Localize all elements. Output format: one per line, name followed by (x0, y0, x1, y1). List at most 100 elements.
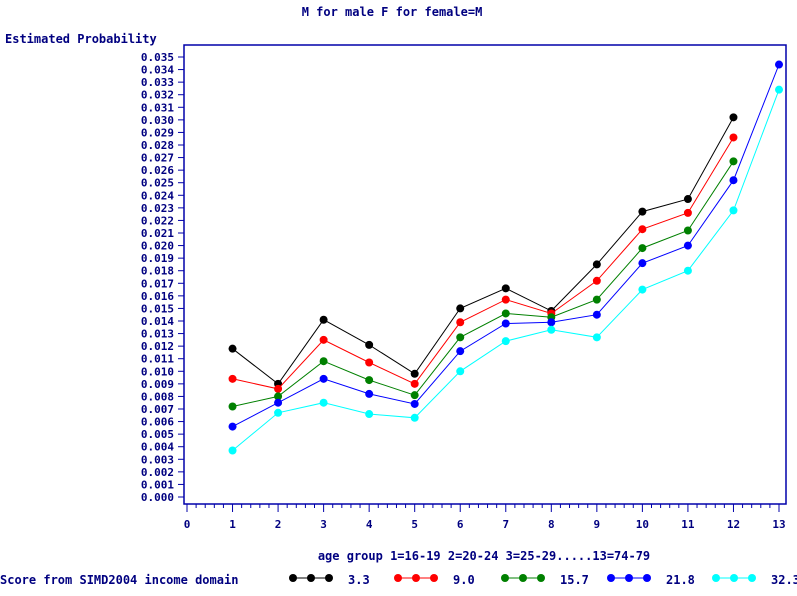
data-point (228, 374, 237, 383)
data-point (456, 367, 465, 376)
y-tick-label: 0.014 (141, 315, 174, 328)
y-tick-label: 0.028 (141, 139, 174, 152)
x-tick-label: 4 (366, 518, 373, 531)
data-point (410, 379, 419, 388)
series-32.3 (228, 85, 783, 455)
data-point (274, 384, 283, 393)
data-point (501, 295, 510, 304)
series-9.0 (228, 133, 738, 393)
legend-marker (430, 574, 438, 582)
y-tick-label: 0.009 (141, 378, 174, 391)
y-tick-label: 0.027 (141, 152, 174, 165)
y-tick-label: 0.005 (141, 428, 174, 441)
series-line (232, 89, 780, 451)
x-tick-label: 2 (275, 518, 282, 531)
data-point (683, 241, 692, 250)
data-point (319, 357, 328, 366)
legend-label: 3.3 (348, 573, 370, 587)
legend-marker (625, 574, 633, 582)
legend-item: 3.3 (289, 573, 370, 587)
x-tick-label: 6 (457, 518, 464, 531)
data-point (638, 259, 647, 268)
data-point (274, 392, 283, 401)
legend-marker (412, 574, 420, 582)
legend-marker (730, 574, 738, 582)
y-tick-label: 0.018 (141, 265, 174, 278)
data-point (319, 315, 328, 324)
data-point (501, 309, 510, 318)
data-point (456, 347, 465, 356)
x-tick-label: 1 (229, 518, 236, 531)
legend-marker (307, 574, 315, 582)
data-point (775, 60, 783, 69)
y-tick-label: 0.026 (141, 164, 174, 177)
data-point (638, 225, 647, 234)
data-point (501, 284, 510, 293)
data-point (501, 319, 510, 328)
x-tick-label: 12 (727, 518, 740, 531)
x-tick-label: 8 (548, 518, 555, 531)
y-tick-label: 0.032 (141, 89, 174, 102)
data-point (228, 446, 237, 455)
y-tick-label: 0.013 (141, 328, 174, 341)
data-point (547, 325, 556, 334)
y-tick-label: 0.011 (141, 353, 174, 366)
y-tick-label: 0.035 (141, 51, 174, 64)
data-point (365, 410, 374, 419)
legend-label: 21.8 (666, 573, 695, 587)
y-tick-label: 0.003 (141, 453, 174, 466)
data-point (683, 226, 692, 235)
data-point (775, 85, 783, 94)
legend-marker (643, 574, 651, 582)
y-tick-label: 0.002 (141, 466, 174, 479)
data-point (274, 408, 283, 417)
data-point (228, 422, 237, 431)
y-axis-label: Estimated Probability (5, 32, 157, 46)
data-point (592, 310, 601, 319)
y-tick-label: 0.030 (141, 114, 174, 127)
series-line (232, 161, 734, 407)
plot-frame (183, 44, 787, 505)
series-15.7 (228, 157, 738, 411)
legend-marker (289, 574, 297, 582)
series-layer (228, 60, 783, 455)
y-tick-label: 0.033 (141, 76, 174, 89)
x-tick-label: 10 (636, 518, 649, 531)
data-point (592, 276, 601, 285)
y-tick-label: 0.021 (141, 227, 174, 240)
series-line (232, 137, 734, 390)
x-tick-label: 13 (772, 518, 785, 531)
data-point (319, 335, 328, 344)
legend-item: 21.8 (607, 573, 695, 587)
legend-marker (748, 574, 756, 582)
legend-marker (501, 574, 509, 582)
series-line (232, 64, 780, 428)
y-tick-label: 0.000 (141, 491, 174, 504)
y-tick-label: 0.012 (141, 340, 174, 353)
data-point (638, 207, 647, 216)
data-point (274, 398, 283, 407)
data-point (365, 376, 374, 385)
data-point (228, 402, 237, 411)
legend: 3.3 9.0 15.7 21.8 32.3 (289, 573, 797, 587)
y-tick-label: 0.022 (141, 214, 174, 227)
y-tick-label: 0.025 (141, 177, 174, 190)
legend-title: Score from SIMD2004 income domain (0, 573, 238, 587)
y-tick-label: 0.001 (141, 478, 174, 491)
y-tick-label: 0.004 (141, 441, 174, 454)
y-tick-label: 0.007 (141, 403, 174, 416)
data-point (638, 285, 647, 294)
legend-marker (607, 574, 615, 582)
data-point (729, 157, 738, 166)
y-tick-label: 0.019 (141, 252, 174, 265)
data-point (683, 266, 692, 275)
legend-marker (537, 574, 545, 582)
data-point (683, 195, 692, 204)
data-point (501, 337, 510, 346)
y-tick-label: 0.010 (141, 365, 174, 378)
y-axis: 0.0000.0010.0020.0030.0040.0050.0060.007… (141, 51, 184, 504)
data-point (456, 318, 465, 327)
legend-item: 32.3 (712, 573, 797, 587)
x-tick-label: 9 (594, 518, 601, 531)
